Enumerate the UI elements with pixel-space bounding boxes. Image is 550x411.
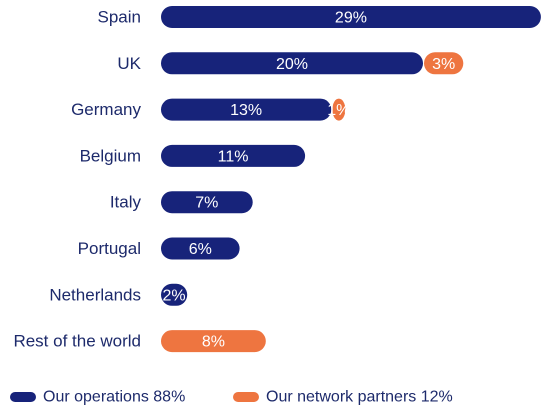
category-label: Belgium	[80, 146, 141, 165]
operations-bar-label: 7%	[195, 195, 218, 212]
operations-bar	[161, 6, 541, 28]
legend-label: Our network partners 12%	[266, 389, 453, 406]
operations-bar-label: 13%	[230, 102, 262, 119]
partners-bar-label: 3%	[432, 56, 455, 73]
category-label: Germany	[71, 100, 141, 119]
operations-bar	[161, 144, 306, 167]
operations-bar	[161, 98, 332, 121]
operations-bar-label: 2%	[163, 287, 186, 304]
partners-bar-label: 8%	[202, 334, 225, 351]
operations-bar-label: 6%	[189, 241, 212, 258]
category-label: Italy	[110, 193, 142, 212]
legend-swatch	[10, 392, 36, 402]
category-label: Spain	[98, 8, 141, 27]
partners-bar-label: 1%	[327, 102, 350, 119]
operations-bar	[161, 237, 240, 260]
partners-bar	[161, 330, 266, 353]
legend-swatch	[233, 392, 259, 402]
category-label: Rest of the world	[13, 332, 141, 351]
category-label: Portugal	[78, 239, 141, 258]
partners-bar	[332, 98, 346, 121]
legend-label: Our operations 88%	[43, 389, 185, 406]
operations-bar	[161, 52, 423, 75]
operations-bar	[161, 283, 188, 306]
operations-bar-label: 11%	[218, 148, 249, 165]
operations-bar	[161, 191, 253, 214]
operations-bar-label: 20%	[276, 56, 308, 73]
operations-bar-label: 29%	[335, 10, 367, 27]
category-label: UK	[117, 54, 141, 73]
partners-bar	[424, 52, 464, 75]
category-label: Netherlands	[49, 285, 141, 304]
